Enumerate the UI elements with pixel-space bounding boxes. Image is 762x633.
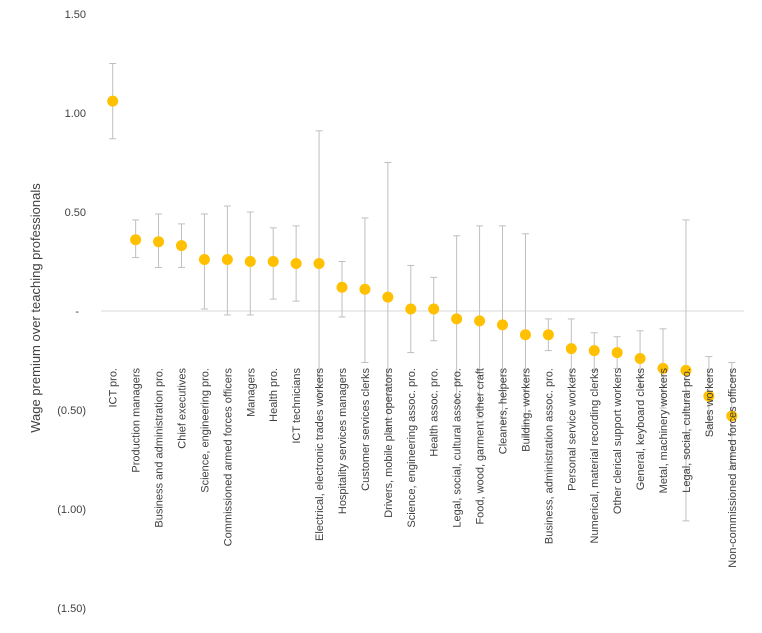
category-label: Numerical, material recording clerks bbox=[589, 368, 601, 544]
y-tick-label: (1.50) bbox=[57, 603, 86, 615]
category-label: Commissioned armed forces officers bbox=[222, 368, 234, 547]
category-label: General, keyboard clerks bbox=[635, 368, 647, 491]
data-point-dot bbox=[519, 329, 531, 341]
data-point-dot bbox=[175, 240, 187, 252]
category-label: Non-commissioned armed forces officers bbox=[727, 368, 739, 568]
data-point-dot bbox=[267, 256, 279, 267]
data-point-dot bbox=[680, 364, 692, 376]
category-label: Science, engineering pro. bbox=[199, 368, 211, 493]
data-point-dot bbox=[542, 329, 554, 341]
data-point-dot bbox=[290, 257, 302, 269]
data-point-dot bbox=[313, 257, 325, 269]
category-label: Cleaners, helpers bbox=[498, 368, 510, 455]
data-point-dot bbox=[611, 347, 623, 359]
data-point-dot bbox=[153, 236, 165, 248]
data-point-dot bbox=[703, 390, 715, 402]
data-point-dot bbox=[451, 313, 463, 325]
data-point-dot bbox=[634, 353, 646, 365]
data-point-dot bbox=[428, 303, 440, 315]
y-tick-label: 0.50 bbox=[65, 207, 86, 219]
category-label: Hospitality services managers bbox=[337, 368, 349, 515]
y-tick-label: (1.00) bbox=[57, 504, 86, 516]
data-point-dot bbox=[107, 95, 119, 107]
category-label: Production managers bbox=[131, 368, 143, 473]
category-label: Food, wood, garment other craft bbox=[475, 368, 487, 525]
category-label: Business, administration assoc. pro. bbox=[543, 368, 555, 544]
category-label: Electrical, electronic trades workers bbox=[314, 368, 326, 542]
category-label: Science, engineering assoc. pro. bbox=[406, 368, 418, 528]
data-point-dot bbox=[198, 254, 210, 266]
data-point-dot bbox=[657, 362, 669, 374]
data-point-dot bbox=[405, 303, 417, 315]
data-point-dot bbox=[382, 291, 394, 303]
data-point-dot bbox=[726, 410, 738, 422]
data-point-dot bbox=[588, 345, 600, 357]
category-label: Chief executives bbox=[176, 368, 188, 449]
data-point-dot bbox=[474, 315, 486, 327]
category-label: Managers bbox=[245, 368, 257, 417]
y-tick-label: 1.50 bbox=[65, 9, 86, 21]
y-tick-label: - bbox=[75, 306, 79, 318]
y-tick-label: (0.50) bbox=[57, 405, 86, 417]
category-label: Building, workers bbox=[520, 368, 532, 452]
category-label: ICT technicians bbox=[291, 368, 303, 444]
data-point-dot bbox=[336, 281, 348, 293]
category-label: Metal, machinery workers bbox=[658, 368, 670, 494]
data-point-dot bbox=[497, 319, 509, 331]
category-label: Customer services clerks bbox=[360, 368, 372, 491]
category-label: Legal, social, cultural assoc. pro. bbox=[452, 368, 464, 528]
data-point-dot bbox=[244, 256, 256, 267]
category-label: Health assoc. pro. bbox=[429, 368, 441, 457]
category-label: Legal, social, cultural pro. bbox=[681, 368, 693, 493]
data-point-dot bbox=[359, 283, 371, 295]
category-label: Other clerical support workers bbox=[612, 368, 624, 515]
data-point-dot bbox=[130, 234, 142, 246]
category-label: ICT pro. bbox=[108, 368, 120, 408]
category-label: Drivers, mobile plant operators bbox=[383, 368, 395, 518]
category-label: Business and administration pro. bbox=[154, 368, 166, 528]
category-label: Health pro. bbox=[268, 368, 280, 422]
data-point-dot bbox=[221, 254, 233, 266]
y-tick-label: 1.00 bbox=[65, 108, 86, 120]
data-point-dot bbox=[565, 343, 577, 355]
y-axis-title: Wage premium over teaching professionals bbox=[28, 183, 43, 433]
category-label: Personal service workers bbox=[566, 368, 578, 491]
category-label: Sales workers bbox=[704, 368, 716, 438]
plot-area: 1.50 1.00 0.50 - (0.50) (1.00) (1.50) ICT pro. P… bbox=[57, 9, 744, 615]
